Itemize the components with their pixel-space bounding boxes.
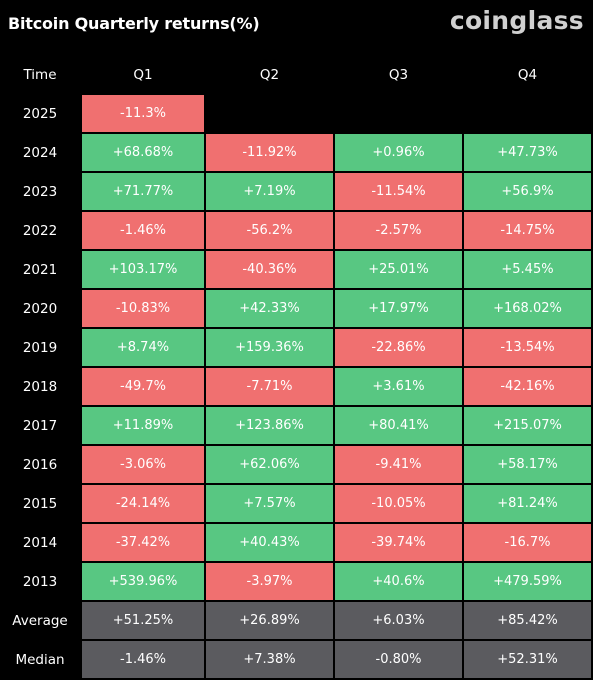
return-cell-2013-q3: +40.6% (335, 563, 462, 600)
return-cell-2022-q2: -56.2% (206, 212, 333, 249)
return-cell-2022-q3: -2.57% (335, 212, 462, 249)
return-cell-average-q3: +6.03% (335, 602, 462, 639)
empty-cell (206, 95, 333, 132)
return-cell-2019-q1: +8.74% (82, 329, 204, 366)
return-cell-2023-q2: +7.19% (206, 173, 333, 210)
return-cell-2015-q1: -24.14% (82, 485, 204, 522)
return-cell-average-q2: +26.89% (206, 602, 333, 639)
row-label-2016: 2016 (22, 456, 58, 473)
return-cell-2022-q4: -14.75% (464, 212, 591, 249)
return-cell-2023-q3: -11.54% (335, 173, 462, 210)
row-label-median: Median (15, 651, 65, 668)
return-cell-2023-q1: +71.77% (82, 173, 204, 210)
return-cell-2016-q4: +58.17% (464, 446, 591, 483)
return-cell-2014-q3: -39.74% (335, 524, 462, 561)
row-label-2025: 2025 (22, 105, 58, 122)
return-cell-2021-q3: +25.01% (335, 251, 462, 288)
return-cell-2015-q2: +7.57% (206, 485, 333, 522)
return-cell-median-q4: +52.31% (464, 641, 591, 678)
return-cell-2013-q1: +539.96% (82, 563, 204, 600)
return-cell-2015-q4: +81.24% (464, 485, 591, 522)
return-cell-2018-q2: -7.71% (206, 368, 333, 405)
return-cell-2013-q4: +479.59% (464, 563, 591, 600)
return-cell-2021-q1: +103.17% (82, 251, 204, 288)
return-cell-2023-q4: +56.9% (464, 173, 591, 210)
column-header-q3: Q3 (388, 66, 409, 83)
return-cell-2018-q1: -49.7% (82, 368, 204, 405)
return-cell-2014-q4: -16.7% (464, 524, 591, 561)
return-cell-median-q1: -1.46% (82, 641, 204, 678)
column-header-q1: Q1 (133, 66, 153, 83)
chart-title: Bitcoin Quarterly returns(%) (8, 14, 260, 33)
return-cell-2024-q1: +68.68% (82, 134, 204, 171)
return-cell-2024-q4: +47.73% (464, 134, 591, 171)
return-cell-2017-q4: +215.07% (464, 407, 591, 444)
return-cell-2021-q2: -40.36% (206, 251, 333, 288)
return-cell-2020-q1: -10.83% (82, 290, 204, 327)
row-label-2015: 2015 (22, 495, 58, 512)
return-cell-median-q2: +7.38% (206, 641, 333, 678)
return-cell-2016-q3: -9.41% (335, 446, 462, 483)
return-cell-2018-q3: +3.61% (335, 368, 462, 405)
row-label-2020: 2020 (22, 300, 58, 317)
empty-cell (464, 95, 591, 132)
return-cell-2020-q4: +168.02% (464, 290, 591, 327)
empty-cell (335, 95, 462, 132)
return-cell-2024-q3: +0.96% (335, 134, 462, 171)
return-cell-2018-q4: -42.16% (464, 368, 591, 405)
return-cell-2019-q2: +159.36% (206, 329, 333, 366)
row-label-2024: 2024 (22, 144, 58, 161)
row-label-2019: 2019 (22, 339, 58, 356)
row-label-2022: 2022 (22, 222, 58, 239)
return-cell-2016-q1: -3.06% (82, 446, 204, 483)
return-cell-2017-q1: +11.89% (82, 407, 204, 444)
return-cell-2019-q4: -13.54% (464, 329, 591, 366)
return-cell-average-q1: +51.25% (82, 602, 204, 639)
return-cell-2024-q2: -11.92% (206, 134, 333, 171)
return-cell-median-q3: -0.80% (335, 641, 462, 678)
return-cell-2021-q4: +5.45% (464, 251, 591, 288)
return-cell-2014-q1: -37.42% (82, 524, 204, 561)
return-cell-2025-q1: -11.3% (82, 95, 204, 132)
brand-logo: coinglass (449, 6, 584, 35)
return-cell-2020-q2: +42.33% (206, 290, 333, 327)
return-cell-2017-q3: +80.41% (335, 407, 462, 444)
returns-table: Time Q1 Q2 Q3 Q4 2025 -11.3% 2024 +68.68% -11.92%… (0, 56, 593, 678)
return-cell-2022-q1: -1.46% (82, 212, 204, 249)
row-label-2013: 2013 (22, 573, 58, 590)
return-cell-2016-q2: +62.06% (206, 446, 333, 483)
return-cell-2014-q2: +40.43% (206, 524, 333, 561)
return-cell-2019-q3: -22.86% (335, 329, 462, 366)
row-label-2014: 2014 (22, 534, 58, 551)
row-label-average: Average (12, 612, 68, 629)
row-label-2017: 2017 (22, 417, 58, 434)
return-cell-2017-q2: +123.86% (206, 407, 333, 444)
row-label-2018: 2018 (22, 378, 58, 395)
column-header-time: Time (23, 66, 57, 83)
row-label-2023: 2023 (22, 183, 58, 200)
column-header-q2: Q2 (259, 66, 280, 83)
return-cell-2013-q2: -3.97% (206, 563, 333, 600)
column-header-q4: Q4 (517, 66, 538, 83)
return-cell-2020-q3: +17.97% (335, 290, 462, 327)
row-label-2021: 2021 (22, 261, 58, 278)
return-cell-average-q4: +85.42% (464, 602, 591, 639)
return-cell-2015-q3: -10.05% (335, 485, 462, 522)
